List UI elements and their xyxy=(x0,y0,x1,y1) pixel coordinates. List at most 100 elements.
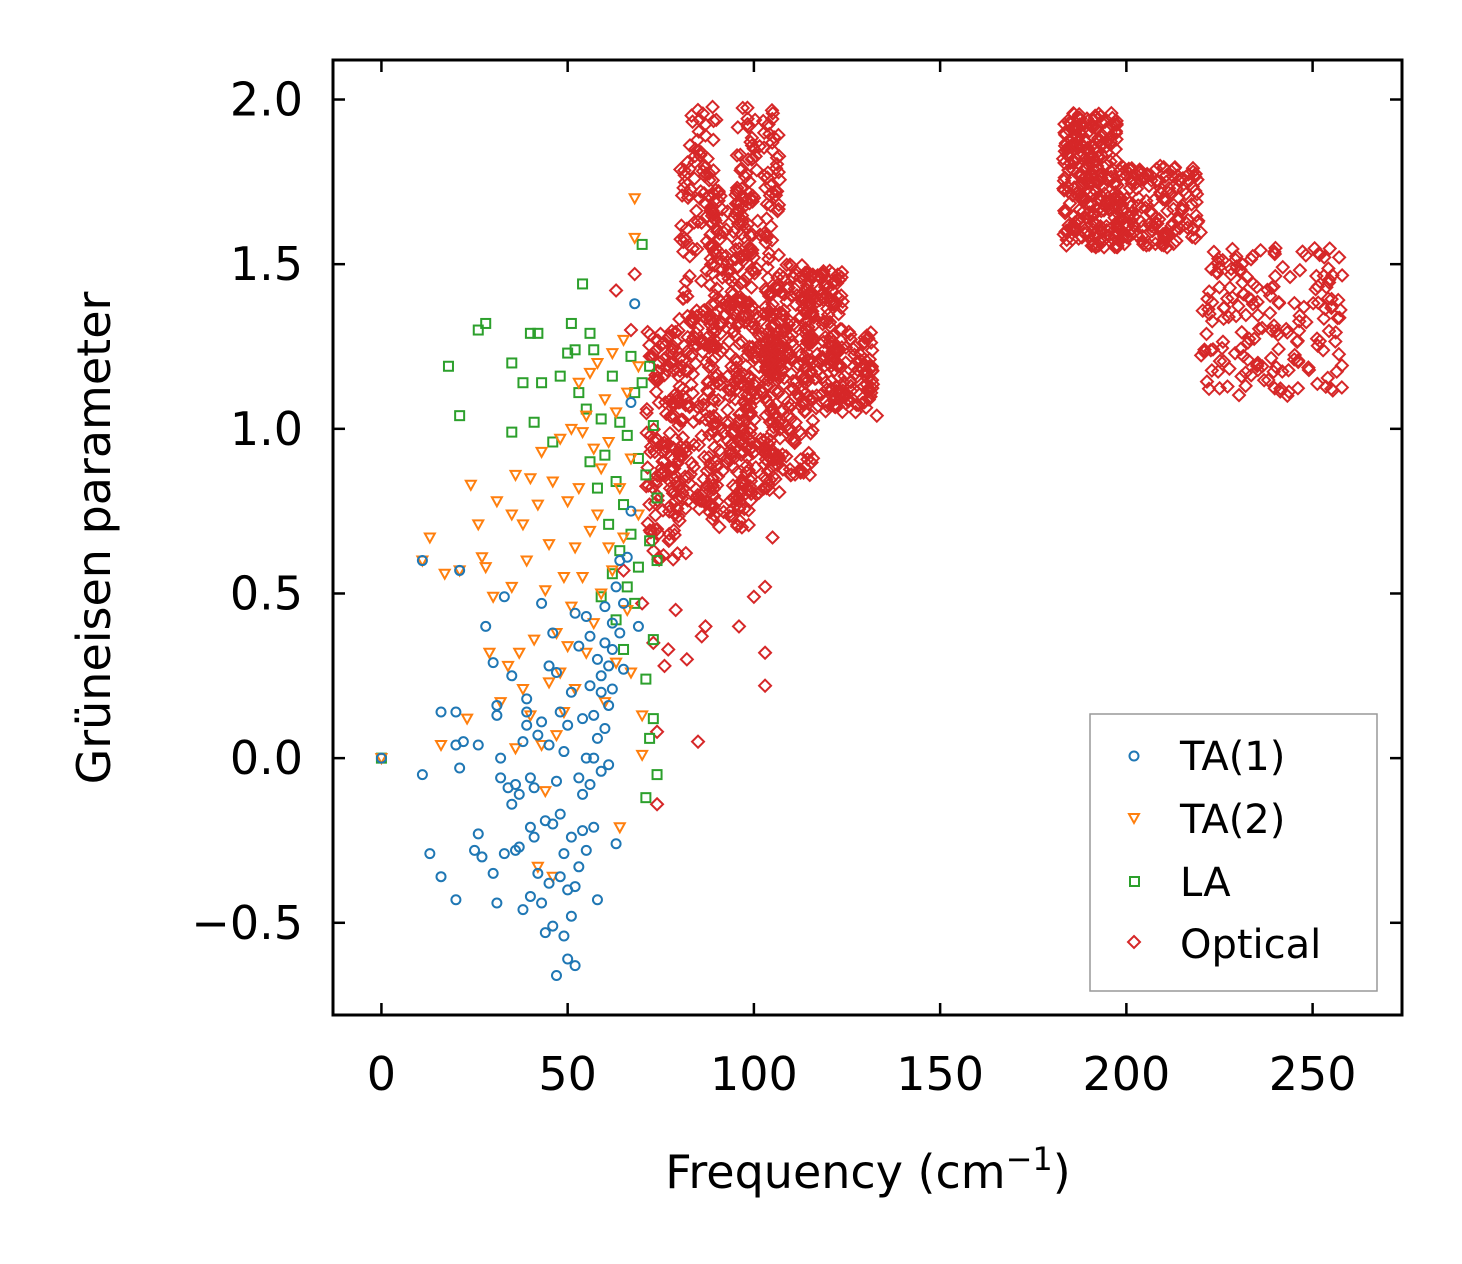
point-optical xyxy=(643,439,659,455)
point-optical xyxy=(678,500,694,516)
point-optical xyxy=(1328,324,1344,340)
point-optical xyxy=(1271,341,1286,357)
point-optical xyxy=(691,501,707,517)
point-optical xyxy=(773,323,788,339)
point-ta2 xyxy=(538,585,553,598)
point-ta2 xyxy=(598,697,612,710)
point-la xyxy=(554,370,566,382)
point-ta2 xyxy=(628,193,642,206)
point-optical xyxy=(771,383,787,399)
point-ta2 xyxy=(546,476,560,489)
point-optical xyxy=(1174,201,1189,217)
point-ta1 xyxy=(543,660,555,672)
point-optical xyxy=(783,467,799,483)
point-optical xyxy=(1084,119,1099,135)
point-ta1 xyxy=(577,713,589,725)
y-axis-label: Grüneisen parameter xyxy=(67,291,121,784)
point-optical xyxy=(702,308,718,324)
point-optical xyxy=(806,309,822,325)
point-optical xyxy=(863,325,879,340)
point-ta1 xyxy=(513,841,525,853)
point-optical xyxy=(785,269,801,284)
point-ta1 xyxy=(416,555,428,567)
point-optical xyxy=(706,162,721,178)
point-optical xyxy=(679,363,695,379)
point-la xyxy=(647,420,659,432)
point-ta2 xyxy=(560,641,575,654)
point-optical xyxy=(838,355,854,371)
point-optical xyxy=(1240,352,1256,368)
point-optical xyxy=(1316,249,1332,265)
point-optical xyxy=(1093,203,1109,219)
point-optical xyxy=(1264,323,1280,339)
point-ta2 xyxy=(575,572,590,585)
point-optical xyxy=(1195,303,1211,319)
point-optical xyxy=(705,99,720,115)
point-optical xyxy=(764,111,780,127)
point-optical xyxy=(782,382,798,398)
point-ta2 xyxy=(557,572,571,585)
point-optical xyxy=(1056,182,1072,198)
plot-frame xyxy=(331,58,1404,1017)
point-optical xyxy=(734,161,749,176)
point-optical xyxy=(689,241,705,257)
point-optical xyxy=(788,319,804,335)
point-optical xyxy=(775,362,791,378)
point-optical xyxy=(701,449,717,465)
point-ta2 xyxy=(579,647,593,660)
point-optical xyxy=(648,473,664,489)
point-optical xyxy=(771,148,787,164)
point-ta2 xyxy=(527,634,541,647)
point-optical xyxy=(1228,248,1244,264)
point-optical xyxy=(1282,269,1298,285)
point-ta2 xyxy=(594,588,608,601)
point-optical xyxy=(1241,331,1257,347)
point-optical xyxy=(1215,252,1231,268)
point-optical xyxy=(805,288,821,304)
point-optical xyxy=(742,242,758,257)
point-optical xyxy=(1266,318,1282,333)
point-ta1 xyxy=(536,716,548,728)
point-optical xyxy=(1169,181,1184,197)
point-ta2 xyxy=(564,601,579,614)
point-ta2 xyxy=(583,525,597,538)
point-ta2 xyxy=(534,446,549,459)
point-optical xyxy=(677,283,693,299)
point-optical xyxy=(709,281,725,297)
point-la xyxy=(614,545,626,557)
point-optical xyxy=(741,517,757,533)
point-optical xyxy=(783,422,798,437)
point-optical xyxy=(764,102,780,118)
point-ta2 xyxy=(486,591,500,604)
legend-label-ta2: TA(2) xyxy=(1179,797,1285,843)
point-optical xyxy=(682,161,698,177)
point-optical xyxy=(1115,204,1131,220)
point-la xyxy=(506,357,518,369)
point-optical xyxy=(1080,113,1096,129)
point-optical xyxy=(739,458,755,473)
point-optical xyxy=(761,245,777,261)
point-optical xyxy=(657,658,672,674)
point-optical xyxy=(672,311,687,327)
point-optical xyxy=(686,414,701,430)
point-ta2 xyxy=(568,542,582,555)
point-optical xyxy=(757,579,773,595)
point-optical xyxy=(776,370,792,386)
point-optical xyxy=(677,174,693,190)
point-ta1 xyxy=(469,844,481,856)
point-optical xyxy=(723,445,739,461)
point-optical xyxy=(802,283,818,299)
point-la xyxy=(647,634,659,646)
point-optical xyxy=(1130,198,1146,213)
legend-marker-ta2 xyxy=(1127,813,1141,826)
point-optical xyxy=(1221,361,1237,377)
point-optical xyxy=(653,436,669,452)
point-optical xyxy=(1156,231,1172,247)
point-la xyxy=(621,581,633,593)
point-optical xyxy=(713,188,728,204)
point-optical xyxy=(746,589,762,605)
point-optical xyxy=(771,247,787,263)
point-optical xyxy=(727,391,743,407)
point-optical xyxy=(678,397,694,413)
x-axis-label-main: Frequency (cm xyxy=(665,1145,1005,1199)
